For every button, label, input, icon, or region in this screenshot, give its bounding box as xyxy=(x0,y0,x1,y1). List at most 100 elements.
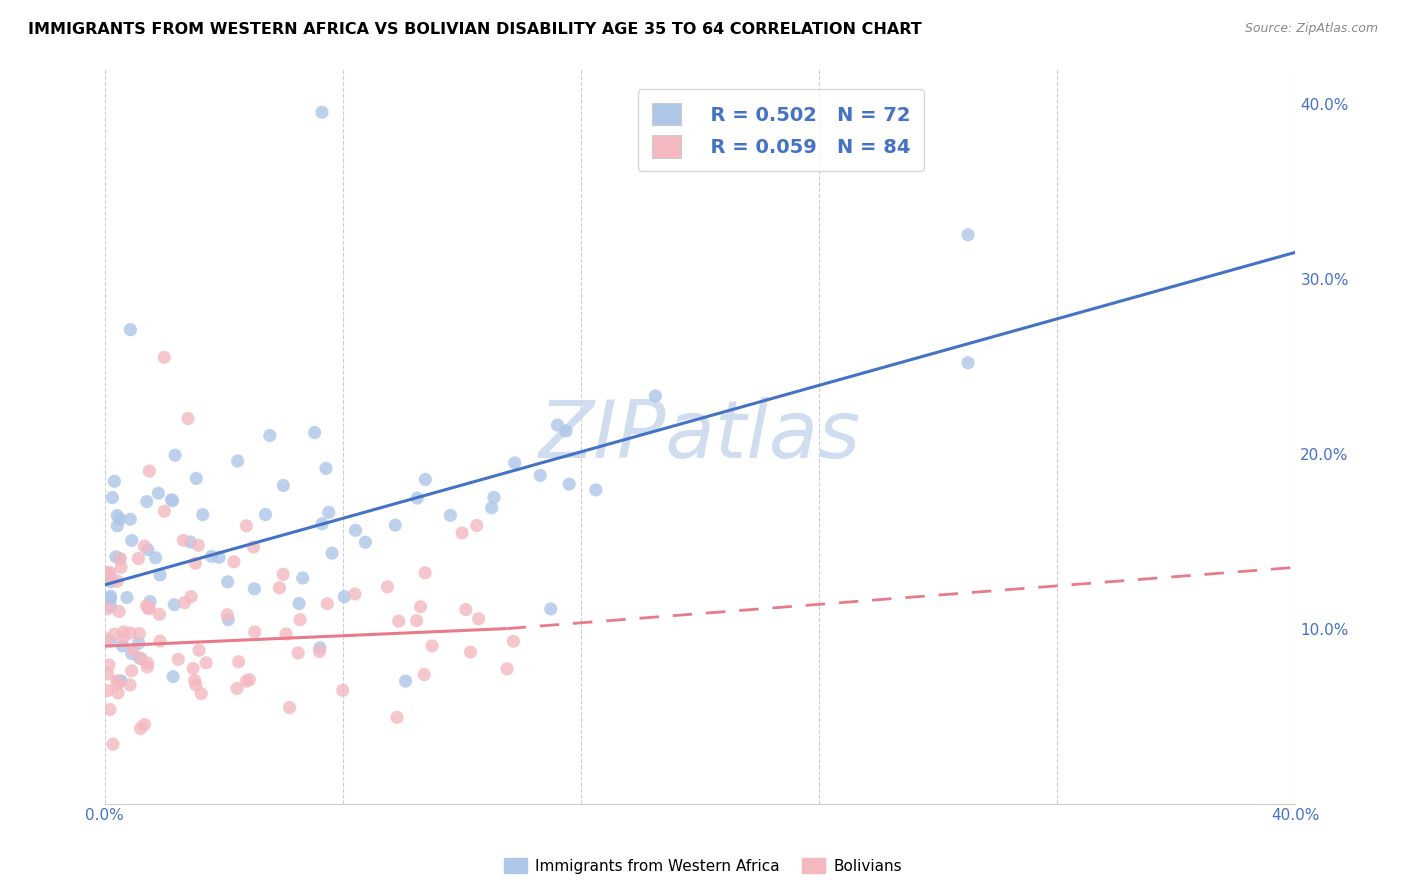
Point xyxy=(409,599,432,614)
Point xyxy=(97,602,120,616)
Point xyxy=(271,567,294,582)
Point xyxy=(138,601,160,615)
Point xyxy=(311,516,333,531)
Point xyxy=(558,477,581,491)
Point xyxy=(344,524,367,538)
Point xyxy=(288,597,311,611)
Point xyxy=(415,473,437,487)
Point xyxy=(238,673,260,687)
Point xyxy=(439,508,461,523)
Point xyxy=(188,643,211,657)
Point xyxy=(222,555,245,569)
Point xyxy=(308,644,330,658)
Point xyxy=(162,670,184,684)
Point xyxy=(108,605,131,619)
Point xyxy=(153,504,176,518)
Point xyxy=(451,526,474,541)
Point xyxy=(129,651,152,665)
Point xyxy=(120,512,142,526)
Point xyxy=(173,596,195,610)
Point xyxy=(460,645,482,659)
Point xyxy=(226,681,249,696)
Point xyxy=(138,464,160,478)
Point xyxy=(200,549,222,564)
Point xyxy=(311,105,333,120)
Point xyxy=(110,551,132,566)
Point xyxy=(235,518,257,533)
Text: Source: ZipAtlas.com: Source: ZipAtlas.com xyxy=(1244,22,1378,36)
Point xyxy=(184,556,207,570)
Point xyxy=(100,634,122,648)
Point xyxy=(190,687,212,701)
Point xyxy=(254,508,277,522)
Point xyxy=(956,356,979,370)
Point xyxy=(503,456,526,470)
Point xyxy=(413,667,436,681)
Point xyxy=(100,589,122,603)
Point xyxy=(179,535,201,549)
Legend: Immigrants from Western Africa, Bolivians: Immigrants from Western Africa, Bolivian… xyxy=(498,852,908,880)
Point xyxy=(454,602,477,616)
Text: ZIPatlas: ZIPatlas xyxy=(538,397,860,475)
Point xyxy=(183,673,205,688)
Point xyxy=(149,634,172,648)
Point xyxy=(139,594,162,608)
Point xyxy=(502,634,524,648)
Point xyxy=(278,700,301,714)
Point xyxy=(112,631,135,645)
Point xyxy=(98,571,121,585)
Point xyxy=(128,651,150,665)
Point xyxy=(291,571,314,585)
Point xyxy=(191,508,214,522)
Point xyxy=(186,471,208,485)
Point xyxy=(420,639,443,653)
Point xyxy=(288,613,311,627)
Point xyxy=(321,546,343,560)
Point xyxy=(413,566,436,580)
Point xyxy=(100,574,122,589)
Point xyxy=(97,566,120,580)
Point xyxy=(100,591,122,606)
Point xyxy=(243,582,266,596)
Point xyxy=(121,664,143,678)
Point xyxy=(481,500,503,515)
Point xyxy=(540,602,562,616)
Point xyxy=(177,411,200,425)
Point xyxy=(97,666,120,681)
Point xyxy=(187,538,209,552)
Point xyxy=(136,657,159,671)
Point xyxy=(148,607,170,622)
Point xyxy=(385,710,408,724)
Point xyxy=(167,652,190,666)
Point xyxy=(226,454,249,468)
Point xyxy=(97,632,120,646)
Point xyxy=(163,598,186,612)
Point xyxy=(547,418,569,433)
Point xyxy=(105,518,128,533)
Point xyxy=(107,686,129,700)
Point xyxy=(136,601,159,615)
Point xyxy=(242,540,264,554)
Point xyxy=(316,597,339,611)
Point xyxy=(217,574,239,589)
Point xyxy=(195,656,218,670)
Point xyxy=(172,533,194,548)
Point xyxy=(98,658,121,673)
Point xyxy=(122,643,145,657)
Point xyxy=(120,626,142,640)
Point xyxy=(135,599,157,613)
Point xyxy=(107,674,129,689)
Point xyxy=(136,542,159,557)
Point xyxy=(103,475,125,489)
Point xyxy=(135,494,157,508)
Point xyxy=(956,227,979,242)
Point xyxy=(108,512,131,526)
Point xyxy=(388,614,411,628)
Point xyxy=(136,660,159,674)
Point xyxy=(145,550,167,565)
Point xyxy=(101,491,124,505)
Point xyxy=(107,574,129,589)
Point xyxy=(105,508,128,523)
Point xyxy=(129,722,152,736)
Point xyxy=(235,674,257,689)
